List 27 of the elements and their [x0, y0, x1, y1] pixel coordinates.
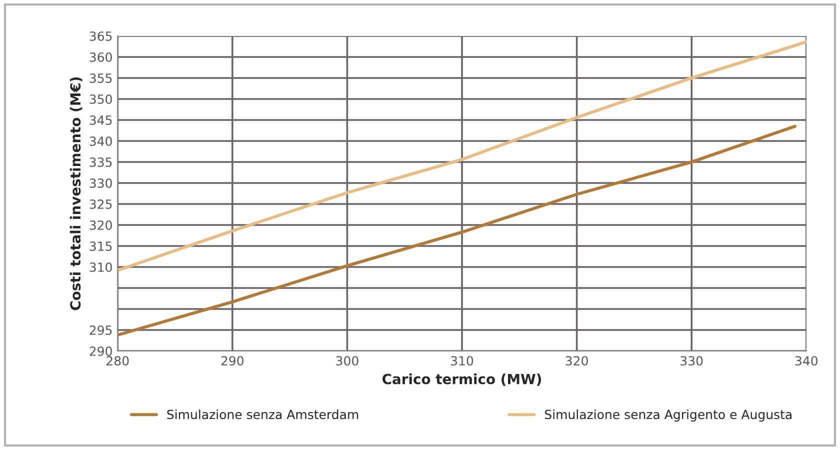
y-tick-label: 320	[90, 220, 112, 230]
y-axis-title: Costi totali investimento (M€)	[70, 77, 82, 310]
line-series	[118, 40, 806, 272]
y-tick-label: 325	[90, 199, 112, 209]
y-tick-label: 355	[90, 73, 112, 83]
y-tick-label: 360	[90, 52, 112, 62]
x-tick-label: 290	[221, 356, 244, 366]
x-axis-title: Carico termico (MW)	[382, 374, 541, 386]
line-series	[118, 124, 796, 337]
y-tick-label: 345	[90, 115, 112, 125]
y-tick-label: 335	[90, 157, 112, 167]
y-tick-label: 290	[90, 346, 112, 356]
x-tick-label: 340	[795, 356, 818, 366]
legend-label: Simulazione senza Agrigento e Augusta	[544, 410, 792, 422]
x-tick-label: 280	[106, 356, 129, 366]
y-tick-label: 365	[90, 31, 112, 41]
y-tick-label: 295	[90, 325, 112, 335]
x-tick-label: 300	[336, 356, 358, 366]
y-tick-label: 310	[90, 262, 112, 272]
y-tick-label: 340	[90, 136, 112, 146]
y-tick-label: 330	[90, 178, 112, 188]
legend-label: Simulazione senza Amsterdam	[167, 410, 358, 420]
y-tick-label: 350	[90, 94, 112, 104]
x-tick-label: 310	[451, 356, 474, 366]
x-tick-label: 320	[566, 356, 588, 366]
y-tick-label: 315	[90, 241, 112, 251]
x-tick-label: 330	[680, 356, 703, 366]
